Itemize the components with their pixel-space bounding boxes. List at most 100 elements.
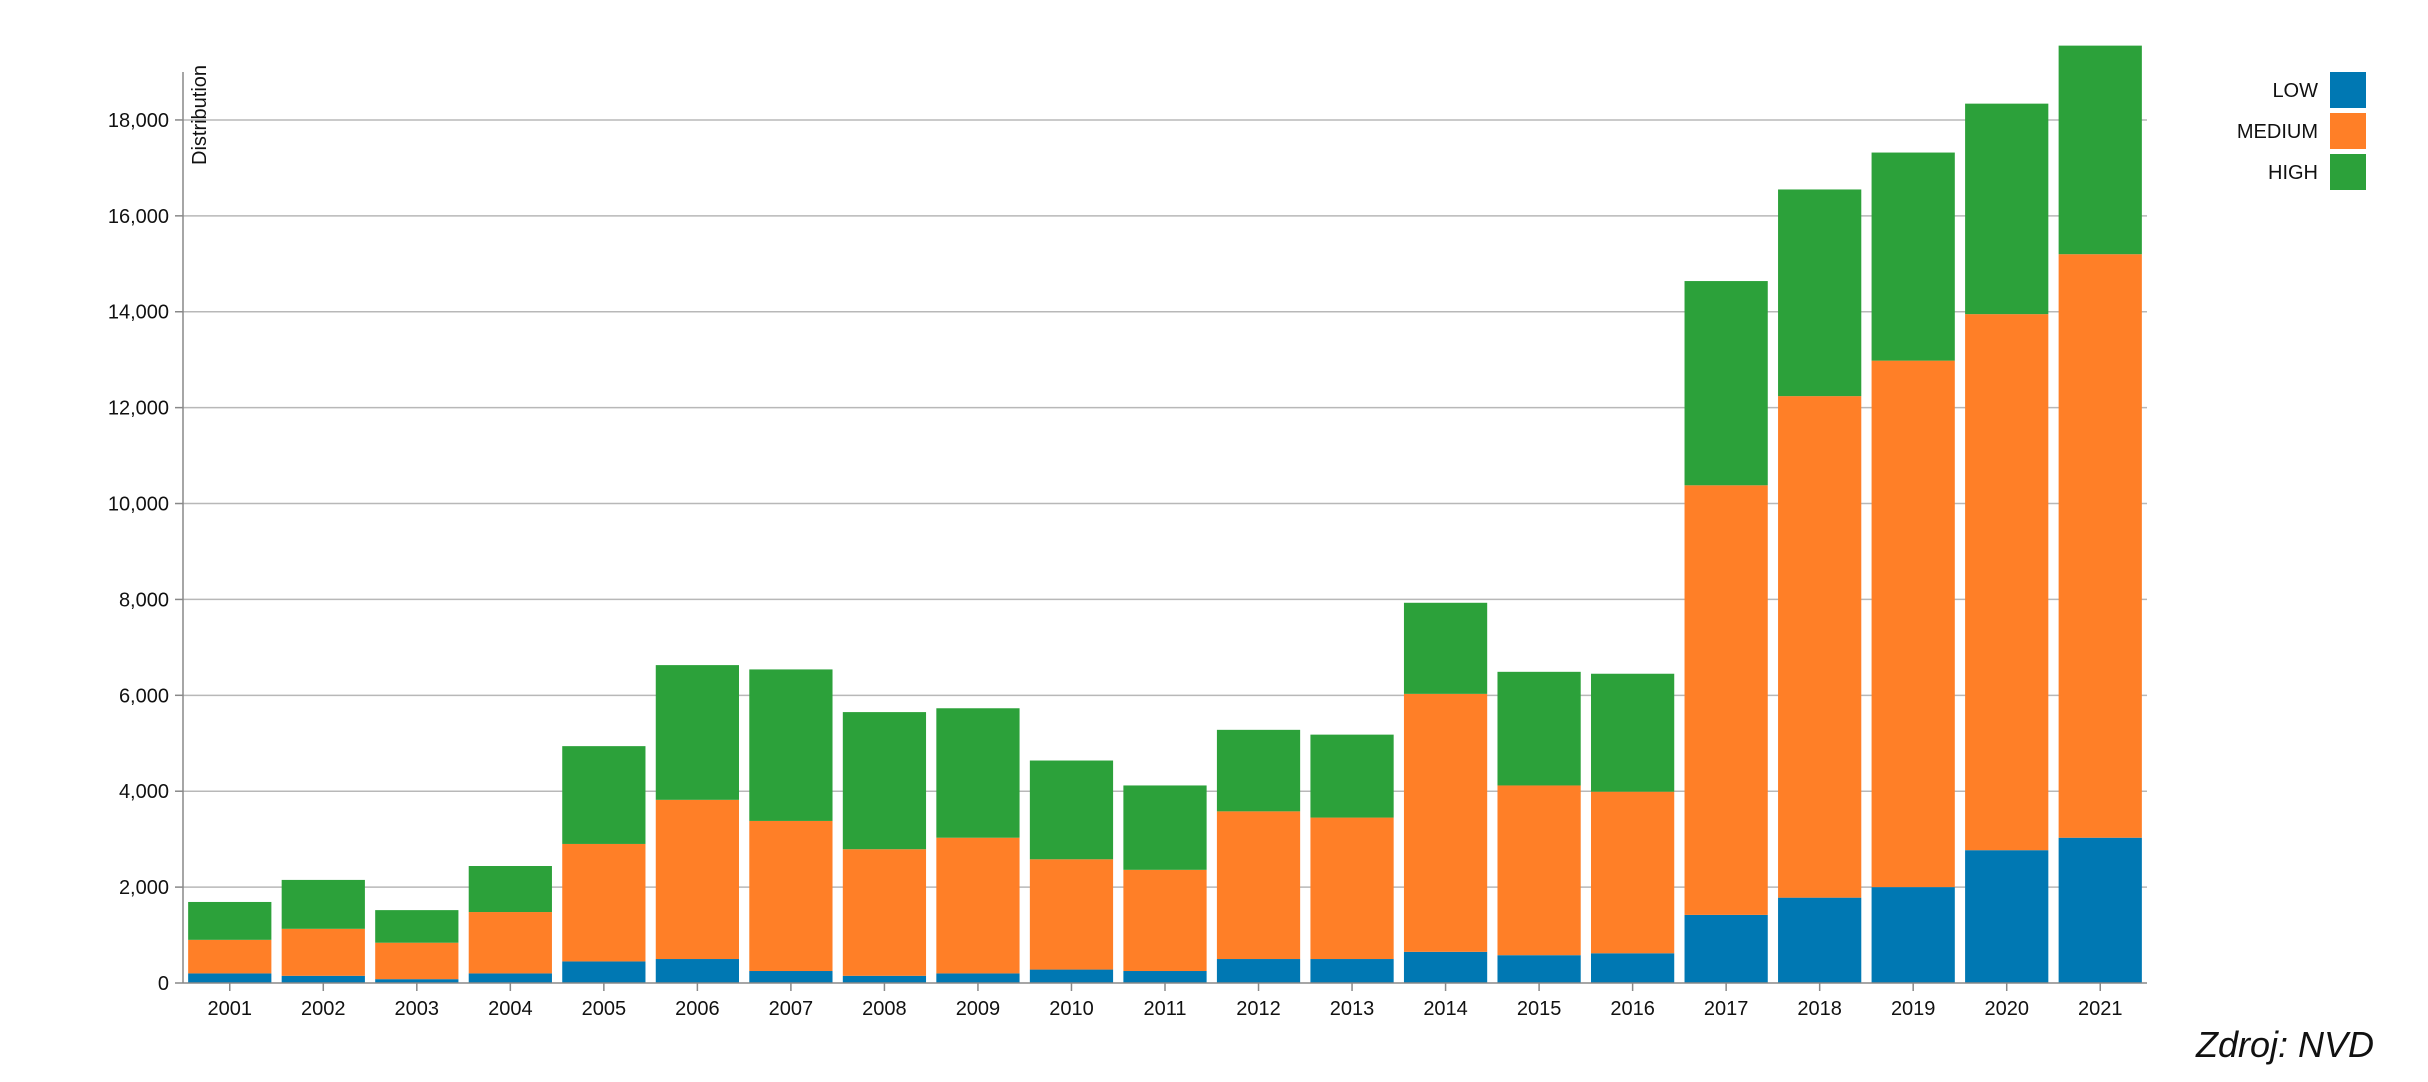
bar-low-2018 (1778, 897, 1862, 983)
bar-medium-2011 (1123, 869, 1207, 972)
bar-medium-2006 (655, 799, 739, 960)
bar-low-2012 (1216, 959, 1301, 983)
y-tick-label: 14,000 (108, 302, 169, 324)
y-tick-label: 10,000 (108, 494, 169, 516)
bar-high-2014 (1403, 602, 1488, 694)
x-tick-label: 2007 (769, 998, 814, 1020)
bar-high-2010 (1029, 760, 1114, 860)
x-tick-label: 2009 (956, 998, 1001, 1020)
bar-low-2020 (1965, 850, 2049, 983)
bar-high-2006 (655, 665, 739, 800)
bar-low-2011 (1123, 971, 1207, 983)
y-tick-label: 12,000 (108, 398, 169, 420)
bars (188, 45, 2142, 983)
bar-medium-2021 (2058, 254, 2142, 838)
x-tick-label: 2011 (1143, 998, 1186, 1020)
x-tick-label: 2012 (1236, 998, 1281, 1020)
bar-high-2016 (1591, 673, 1675, 792)
bar-high-2005 (562, 746, 646, 844)
bar-low-2006 (655, 959, 739, 983)
bar-medium-2005 (562, 843, 646, 962)
bar-medium-2018 (1778, 396, 1862, 898)
bar-high-2008 (842, 712, 927, 850)
y-tick-label: 8,000 (119, 589, 169, 611)
bar-low-2008 (842, 975, 927, 983)
y-tick-label: 18,000 (108, 110, 169, 132)
legend-label-medium: MEDIUM (2237, 121, 2318, 143)
x-tick-label: 2019 (1891, 998, 1936, 1020)
x-tick-label: 2016 (1610, 998, 1655, 1020)
legend-swatch-low (2330, 72, 2366, 108)
legend-swatch-high (2330, 154, 2366, 190)
bar-high-2004 (468, 866, 552, 913)
bar-medium-2007 (749, 820, 833, 972)
y-tick-label: 0 (158, 973, 169, 995)
bar-high-2017 (1684, 281, 1768, 486)
bar-low-2021 (2058, 837, 2142, 983)
bar-high-2021 (2058, 45, 2142, 255)
x-tick-label: 2008 (862, 998, 907, 1020)
y-tick-label: 6,000 (119, 685, 169, 707)
bar-medium-2010 (1029, 859, 1114, 970)
bar-medium-2012 (1216, 811, 1301, 960)
bar-high-2012 (1216, 729, 1301, 812)
bar-high-2001 (188, 901, 272, 940)
bar-medium-2009 (936, 837, 1020, 974)
bar-medium-2015 (1497, 785, 1581, 956)
bar-high-2002 (281, 879, 365, 929)
x-tick-label: 2018 (1797, 998, 1842, 1020)
bar-low-2010 (1029, 969, 1114, 983)
x-tick-label: 2013 (1330, 998, 1375, 1020)
bar-high-2018 (1778, 189, 1862, 397)
gridlines (183, 119, 2147, 888)
bar-medium-2020 (1965, 314, 2049, 851)
bar-low-2013 (1310, 959, 1394, 983)
x-tick-label: 2014 (1423, 998, 1468, 1020)
legend-label-low: LOW (2272, 80, 2318, 102)
bar-medium-2014 (1403, 693, 1488, 952)
x-tick-label: 2002 (301, 998, 346, 1020)
bar-high-2007 (749, 669, 833, 821)
bar-high-2020 (1965, 103, 2049, 315)
y-axis-title: Distribution (189, 65, 211, 165)
x-tick-label: 2010 (1049, 998, 1094, 1020)
bar-high-2013 (1310, 734, 1394, 818)
bar-medium-2002 (281, 928, 365, 976)
bar-medium-2017 (1684, 485, 1768, 915)
bar-medium-2019 (1871, 360, 1955, 888)
bar-low-2009 (936, 973, 1020, 983)
x-tick-label: 2020 (1984, 998, 2029, 1020)
bar-high-2011 (1123, 785, 1207, 870)
axes: 0 2,000 4,000 6,000 8,000 10,000 12,000 14,000 1… (108, 72, 2147, 1020)
bar-low-2002 (281, 975, 365, 983)
bar-high-2019 (1871, 152, 1955, 361)
x-tick-label: 2003 (395, 998, 440, 1020)
bar-medium-2004 (468, 912, 552, 974)
bar-medium-2016 (1591, 791, 1675, 954)
bar-low-2014 (1403, 951, 1488, 983)
bar-medium-2008 (842, 849, 927, 976)
bar-high-2003 (375, 910, 459, 943)
bar-medium-2003 (375, 942, 459, 980)
legend-label-high: HIGH (2268, 162, 2318, 184)
legend: LOW MEDIUM HIGH (2237, 72, 2366, 190)
bar-high-2015 (1497, 671, 1581, 786)
x-tick-label: 2001 (208, 998, 253, 1020)
bar-medium-2001 (188, 939, 272, 974)
y-tick-label: 4,000 (119, 781, 169, 803)
x-tick-label: 2005 (582, 998, 627, 1020)
y-tick-label: 16,000 (108, 206, 169, 228)
x-tick-label: 2021 (2078, 998, 2123, 1020)
y-tick-label: 2,000 (119, 877, 169, 899)
bar-low-2005 (562, 961, 646, 983)
x-tick-label: 2015 (1517, 998, 1562, 1020)
bar-low-2001 (188, 973, 272, 983)
bar-low-2017 (1684, 914, 1768, 983)
bar-low-2003 (375, 979, 459, 983)
x-tick-label: 2006 (675, 998, 720, 1020)
bar-low-2004 (468, 973, 552, 983)
bar-high-2009 (936, 708, 1020, 838)
legend-swatch-medium (2330, 113, 2366, 149)
bar-medium-2013 (1310, 817, 1394, 960)
bar-low-2016 (1591, 953, 1675, 983)
